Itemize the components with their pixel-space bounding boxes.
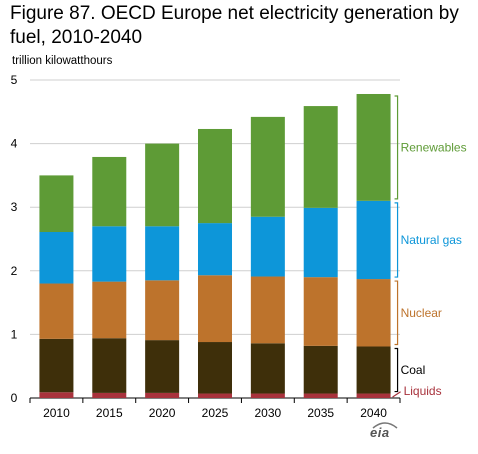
bar-liquids-2020 xyxy=(145,392,180,398)
y-tick-label: 2 xyxy=(11,264,18,278)
bar-natural-gas-2015 xyxy=(92,226,127,282)
eia-logo: eia xyxy=(370,425,390,440)
bar-nuclear-2035 xyxy=(303,277,338,346)
series-label-liquids: Liquids xyxy=(404,384,442,398)
bar-liquids-2010 xyxy=(39,392,74,398)
bar-nuclear-2010 xyxy=(39,283,74,339)
y-tick-label: 4 xyxy=(11,137,18,151)
bar-liquids-2035 xyxy=(303,393,338,398)
bar-nuclear-2025 xyxy=(198,275,232,343)
bar-renewables-2015 xyxy=(92,156,127,227)
x-tick-label: 2025 xyxy=(202,406,229,420)
bar-nuclear-2015 xyxy=(92,281,127,339)
bar-natural-gas-2030 xyxy=(250,216,285,277)
chart-title: Figure 87. OECD Europe net electricity g… xyxy=(10,3,459,48)
bar-coal-2025 xyxy=(198,342,232,394)
bar-liquids-2015 xyxy=(92,392,127,398)
x-tick-labels: 2010 2015 2020 2025 2030 2035 2040 xyxy=(29,398,401,420)
y-axis-units-label: trillion kilowatthours xyxy=(12,55,113,67)
bar-nuclear-2020 xyxy=(145,280,180,341)
label-bracket-natural-gas xyxy=(394,202,399,278)
bar-renewables-2040 xyxy=(356,93,391,201)
x-tick-label: 2010 xyxy=(43,406,70,420)
y-tick-labels: 0 1 2 3 4 5 xyxy=(11,73,18,405)
bar-natural-gas-2025 xyxy=(198,223,232,276)
series-label-nuclear: Nuclear xyxy=(401,306,442,320)
bar-renewables-2025 xyxy=(198,128,232,224)
label-bracket-renewables xyxy=(394,95,399,200)
bar-renewables-2020 xyxy=(145,143,180,227)
bar-coal-2010 xyxy=(39,338,74,393)
bar-coal-2015 xyxy=(92,338,127,393)
label-bracket-nuclear xyxy=(394,280,399,346)
bar-nuclear-2030 xyxy=(250,276,285,344)
x-tick-label: 2040 xyxy=(360,406,387,420)
y-tick-label: 0 xyxy=(11,391,18,405)
bar-natural-gas-2020 xyxy=(145,226,180,281)
bar-natural-gas-2010 xyxy=(39,232,74,284)
bar-liquids-2030 xyxy=(250,393,285,398)
x-tick-label: 2020 xyxy=(149,406,176,420)
bar-renewables-2035 xyxy=(303,106,338,208)
bar-renewables-2030 xyxy=(250,116,285,217)
series-label-coal: Coal xyxy=(401,363,426,377)
bar-natural-gas-2040 xyxy=(356,200,391,280)
series-labels: Liquids Coal Nuclear Natural gas Renewables xyxy=(392,95,467,398)
x-tick-label: 2015 xyxy=(96,406,123,420)
x-tick-label: 2030 xyxy=(255,406,282,420)
x-tick-label: 2035 xyxy=(307,406,334,420)
y-tick-label: 1 xyxy=(11,327,18,341)
bar-coal-2020 xyxy=(145,340,180,393)
y-tick-label: 3 xyxy=(11,200,18,214)
label-leader-liquids xyxy=(392,391,401,398)
bar-liquids-2025 xyxy=(198,393,232,398)
bar-coal-2035 xyxy=(303,345,338,394)
y-tick-label: 5 xyxy=(11,73,18,87)
eia-logo-arc xyxy=(372,422,398,429)
bar-natural-gas-2035 xyxy=(303,207,338,278)
bar-coal-2040 xyxy=(356,346,391,394)
bar-renewables-2010 xyxy=(39,175,74,233)
series-label-natural-gas: Natural gas xyxy=(401,233,462,247)
label-bracket-coal xyxy=(394,347,399,393)
bar-coal-2030 xyxy=(250,343,285,394)
bar-nuclear-2040 xyxy=(356,279,391,347)
bars xyxy=(39,93,391,398)
bar-liquids-2040 xyxy=(356,393,391,398)
series-label-renewables: Renewables xyxy=(401,140,467,154)
